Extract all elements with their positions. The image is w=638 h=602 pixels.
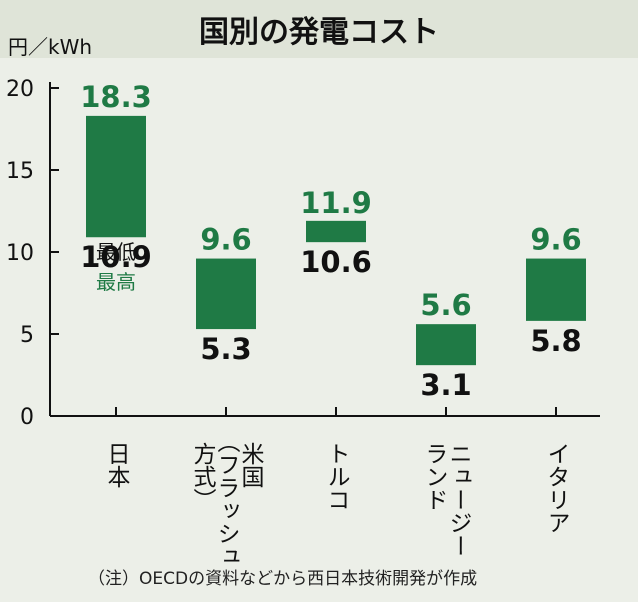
y-tick-label: 15	[6, 159, 34, 184]
y-tick-label: 0	[20, 405, 34, 430]
low-tag: 最低	[96, 240, 136, 264]
category-label: ランド	[421, 442, 447, 511]
low-value-label: 3.1	[420, 368, 471, 402]
range-bar	[306, 220, 366, 243]
category-label: イタリア	[543, 442, 569, 534]
category-label: 米国	[237, 442, 265, 488]
category-label: 方式）	[189, 442, 217, 511]
range-bar	[526, 258, 586, 321]
high-value-label: 9.6	[200, 223, 251, 257]
category-label: トルコ	[323, 442, 349, 511]
category-label: （フラッシュ	[213, 430, 241, 568]
y-tick-label: 10	[6, 241, 34, 266]
low-value-label: 5.8	[530, 324, 581, 358]
low-value-label: 5.3	[200, 332, 251, 366]
value-labels: 18.3 10.9最高 最低 9.6 5.3 11.9 10.6 5.6 3.1 9.6 5.8	[80, 80, 581, 402]
range-bar	[86, 115, 146, 238]
range-bar	[196, 258, 256, 330]
low-value-label: 10.9	[80, 240, 152, 274]
high-value-label: 9.6	[530, 223, 581, 257]
title-band	[0, 0, 638, 58]
high-tag: 最高	[96, 270, 136, 294]
high-value-label: 18.3	[80, 80, 152, 114]
bars	[86, 115, 586, 366]
y-tick-label: 20	[6, 77, 34, 102]
category-label: 日本	[103, 442, 131, 488]
high-value-label: 11.9	[300, 186, 372, 220]
y-tick-label: 5	[20, 323, 34, 348]
source-note: （注）OECDの資料などから西日本技術開発が作成	[88, 569, 477, 589]
range-bar	[416, 324, 476, 366]
low-value-label: 10.6	[300, 245, 372, 279]
axes: 0 5 10 15 20	[6, 77, 600, 430]
category-label: ニュージー	[445, 442, 471, 557]
unit-label: 円／kWh	[8, 35, 92, 59]
chart-title: 国別の発電コスト	[199, 15, 439, 50]
high-value-label: 5.6	[420, 288, 471, 322]
